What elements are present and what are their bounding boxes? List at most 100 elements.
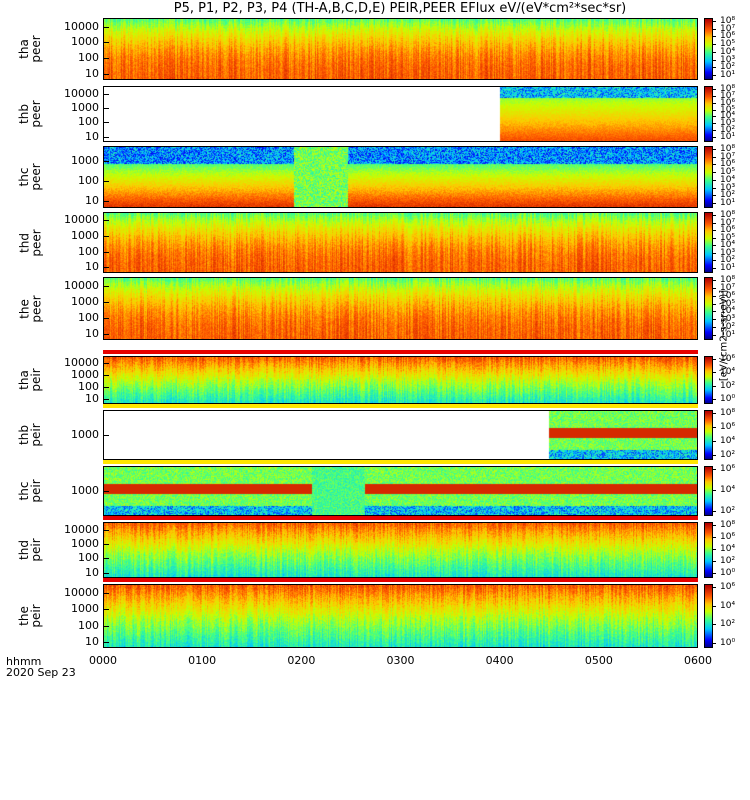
y-tick-label: 100 — [78, 551, 99, 565]
date-label: 2020 Sep 23 — [6, 666, 76, 679]
colorbar-tha-peer — [704, 18, 713, 80]
colorbar-tick-mark — [712, 359, 716, 360]
colorbar-tick-mark — [712, 385, 716, 387]
colorbar-tick-label: 10² — [720, 506, 736, 516]
colorbar-tick-mark — [712, 164, 716, 166]
colorbar-tick-mark — [712, 490, 716, 491]
colorbar-tick-mark — [712, 427, 716, 428]
spectrogram-image — [104, 87, 697, 141]
colorbar-tick-label: 10² — [720, 190, 736, 201]
x-tick-label: 0200 — [287, 654, 316, 667]
spectrogram-panel-thb-peir — [103, 410, 698, 460]
colorbar-tick-mark — [712, 59, 716, 61]
colorbar-tick-mark — [712, 587, 716, 588]
colorbar-tick-label: 10⁴ — [720, 485, 736, 495]
spectrogram-panel-thc-peir — [103, 466, 698, 516]
colorbar-tick-label: 10³ — [720, 118, 736, 129]
colorbar-tick-label: 10² — [720, 62, 736, 73]
colorbar-thb-peir — [704, 410, 713, 460]
colorbar-tick-mark — [712, 237, 716, 239]
spectrogram-panel-the-peer — [103, 277, 698, 340]
colorbar-tick-mark — [712, 245, 716, 247]
colorbar-tick-label: 10⁶ — [720, 354, 736, 364]
x-axis-unit-label: hhmm — [6, 655, 42, 668]
colorbar-tick-label: 10⁵ — [720, 232, 736, 243]
colorbar-tick-mark — [712, 511, 716, 512]
colorbar-tick-label: 10⁴ — [720, 544, 736, 554]
y-tick-label: 10000 — [64, 278, 99, 292]
y-tick-label: 1000 — [71, 294, 99, 308]
colorbar-tick-label: 10¹ — [720, 132, 736, 142]
colorbar-tick-label: 10² — [720, 380, 736, 391]
y-tick-label: 1000 — [71, 428, 99, 441]
colorbar-tick-label: 10⁸ — [720, 16, 736, 26]
spectrogram-image — [104, 585, 697, 647]
colorbar-tick-mark — [712, 268, 716, 269]
colorbar-tick-label: 10⁶ — [720, 31, 736, 42]
colorbar-tick-mark — [712, 260, 716, 262]
colorbar-tick-label: 10⁷ — [720, 23, 736, 34]
colorbar-tick-mark — [712, 605, 716, 607]
spectrogram-panel-the-peir — [103, 584, 698, 648]
y-tick-label: 1000 — [71, 229, 99, 243]
colorbar-thc-peir — [704, 466, 713, 516]
colorbar-tick-mark — [712, 187, 716, 189]
y-tick-mark — [103, 58, 109, 60]
colorbar-tick-mark — [712, 561, 716, 562]
y-tick-mark — [103, 387, 109, 389]
colorbar-tick-mark — [712, 172, 716, 174]
colorbar-tick-mark — [712, 230, 716, 232]
colorbar-tick-mark — [712, 51, 716, 53]
y-tick-mark — [103, 26, 109, 28]
y-tick-label: 1000 — [71, 35, 99, 49]
x-tick-label: 0000 — [89, 654, 117, 667]
colorbar-tick-label: 10⁸ — [720, 520, 736, 530]
colorbar-tick-mark — [712, 311, 716, 313]
colorbar-tick-mark — [712, 441, 716, 442]
y-tick-label: 100 — [78, 310, 99, 324]
colorbar-tick-mark — [712, 149, 716, 150]
y-tick-label: 100 — [78, 618, 99, 632]
y-tick-mark — [103, 399, 109, 401]
colorbar-tick-mark — [712, 21, 716, 22]
y-tick-label: 10 — [85, 260, 99, 274]
colorbar-tick-mark — [712, 413, 716, 414]
y-tick-mark — [103, 642, 109, 644]
colorbar-tick-mark — [712, 280, 716, 281]
colorbar-tick-label: 10⁴ — [720, 111, 736, 122]
colorbar-tick-mark — [712, 36, 716, 38]
y-tick-label: 10000 — [64, 213, 99, 227]
colorbar-tick-label: 10⁶ — [720, 422, 736, 432]
y-tick-label: 100 — [78, 51, 99, 65]
colorbar-tick-mark — [712, 573, 716, 574]
colorbar-tick-label: 10³ — [720, 54, 736, 65]
y-tick-mark — [103, 285, 109, 287]
colorbar-tick-label: 10⁰ — [720, 568, 736, 578]
y-tick-mark — [103, 362, 109, 364]
spectrogram-image — [104, 411, 697, 459]
x-tick-label: 0600 — [684, 654, 712, 667]
colorbar-tick-mark — [712, 252, 716, 254]
colorbar-tick-label: 10⁸ — [720, 275, 736, 285]
colorbar-tick-label: 10⁴ — [720, 436, 736, 446]
y-tick-label: 10 — [85, 565, 99, 579]
y-tick-mark — [103, 301, 109, 303]
colorbar-tick-mark — [712, 67, 716, 69]
colorbar-tick-mark — [712, 28, 716, 30]
colorbar-tick-label: 10⁶ — [720, 290, 736, 301]
y-tick-label: 100 — [78, 115, 99, 129]
y-tick-mark — [103, 625, 109, 627]
colorbar-tick-label: 10⁷ — [720, 282, 736, 293]
mode-strip — [103, 578, 698, 582]
colorbar-tick-mark — [712, 537, 716, 538]
colorbar-tick-label: 10⁴ — [720, 240, 736, 251]
colorbar-tick-label: 10⁴ — [720, 174, 736, 185]
y-tick-label: 10 — [85, 327, 99, 341]
colorbar-tick-mark — [712, 123, 716, 125]
mode-strip — [103, 460, 698, 464]
colorbar-tick-mark — [712, 295, 716, 297]
y-tick-label: 10000 — [64, 86, 99, 100]
y-tick-mark — [103, 160, 109, 162]
colorbar-tick-label: 10³ — [720, 247, 736, 258]
colorbar-tick-mark — [712, 75, 716, 76]
